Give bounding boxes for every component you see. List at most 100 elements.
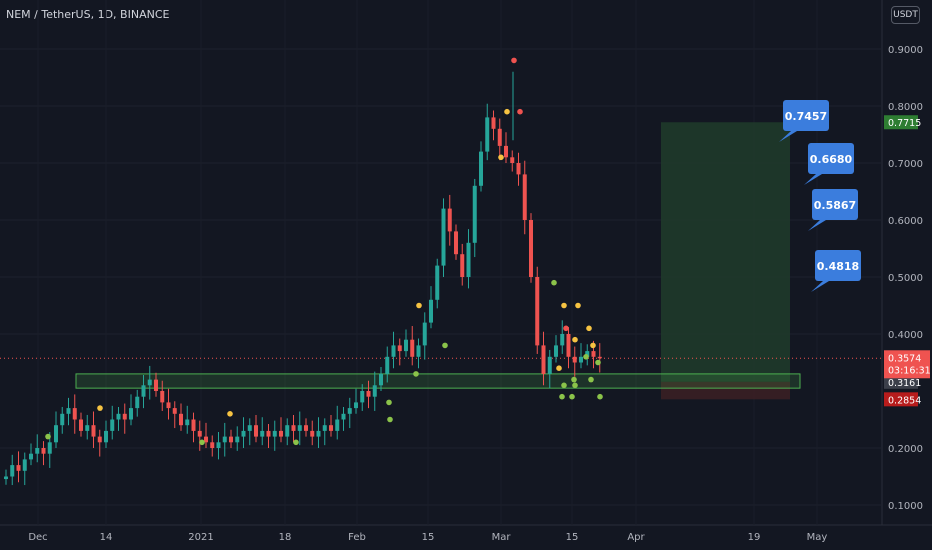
candle-body bbox=[429, 299, 433, 323]
candle-body bbox=[597, 356, 602, 359]
candle-body bbox=[72, 408, 77, 420]
indicator-dot bbox=[556, 365, 562, 372]
target-callout-pointer bbox=[808, 220, 826, 231]
candle-body bbox=[129, 408, 133, 420]
target-callout bbox=[783, 100, 829, 131]
candle-body bbox=[547, 356, 552, 374]
indicator-dot bbox=[590, 342, 596, 349]
last-price-badge bbox=[884, 350, 930, 379]
candle-body bbox=[491, 117, 496, 129]
target-callout-pointer bbox=[804, 174, 822, 185]
indicator-dot bbox=[97, 405, 103, 411]
candle-body bbox=[191, 419, 196, 431]
countdown-text: 03:16:31 bbox=[888, 365, 931, 376]
candle-body bbox=[104, 430, 108, 443]
candle-body bbox=[60, 413, 65, 426]
x-tick-label: May bbox=[807, 532, 828, 543]
candle-body bbox=[529, 220, 533, 277]
long-position-stop-zone bbox=[661, 381, 790, 400]
candle-body bbox=[460, 254, 465, 277]
indicator-dot bbox=[561, 302, 567, 309]
x-tick-label: 18 bbox=[279, 532, 292, 543]
candle-body bbox=[47, 442, 52, 454]
candle-body bbox=[160, 391, 165, 403]
candle-body bbox=[385, 356, 390, 374]
indicator-dot bbox=[595, 359, 601, 366]
candle-body bbox=[122, 413, 127, 420]
price-label-target bbox=[884, 115, 918, 130]
candle-body bbox=[541, 345, 546, 374]
candle-body bbox=[166, 402, 171, 409]
candle-body bbox=[291, 425, 296, 431]
candle-body bbox=[466, 242, 471, 277]
candle-body bbox=[560, 334, 565, 346]
target-label: 0.6680 bbox=[810, 153, 853, 166]
y-tick-label: 0.4000 bbox=[888, 330, 923, 341]
x-tick-label: Mar bbox=[492, 532, 512, 543]
currency-button[interactable]: USDT bbox=[891, 6, 920, 24]
x-tick-label: 2021 bbox=[188, 532, 213, 543]
price-label-text: 0.2854 bbox=[888, 395, 921, 406]
candle-body bbox=[454, 231, 458, 255]
y-tick-label: 0.8000 bbox=[888, 102, 923, 113]
x-tick-label: 15 bbox=[566, 532, 579, 543]
candle-body bbox=[497, 128, 502, 146]
y-tick-label: 0.6000 bbox=[888, 216, 923, 227]
indicator-dot bbox=[511, 57, 517, 64]
y-tick-label: 0.1000 bbox=[888, 501, 923, 512]
candle-body bbox=[472, 185, 477, 243]
y-tick-label: 0.2000 bbox=[888, 444, 923, 455]
x-tick-label: 14 bbox=[100, 532, 113, 543]
indicator-dot bbox=[442, 342, 448, 349]
candle-body bbox=[579, 356, 583, 363]
candle-body bbox=[179, 413, 183, 426]
candle-body bbox=[441, 208, 446, 266]
candle-body bbox=[204, 436, 208, 443]
candle-body bbox=[241, 430, 246, 437]
candle-body bbox=[572, 356, 577, 363]
candle-body bbox=[254, 425, 258, 437]
candle-body bbox=[279, 430, 283, 437]
candle-body bbox=[141, 385, 146, 397]
indicator-dot bbox=[504, 108, 510, 115]
last-price-text: 0.3574 bbox=[888, 353, 921, 364]
candle-body bbox=[347, 408, 352, 414]
target-callout bbox=[812, 189, 858, 220]
candle-body bbox=[91, 425, 96, 437]
candle-body bbox=[435, 265, 440, 300]
indicator-dot bbox=[572, 382, 578, 389]
indicator-dot bbox=[583, 354, 589, 360]
candle-body bbox=[4, 476, 8, 480]
indicator-dot bbox=[563, 325, 569, 332]
candle-body bbox=[116, 413, 121, 420]
indicator-dot bbox=[387, 416, 393, 423]
x-tick-label: Feb bbox=[348, 532, 366, 543]
x-tick-label: 15 bbox=[422, 532, 435, 543]
indicator-dot bbox=[559, 393, 565, 400]
indicator-dot bbox=[413, 371, 419, 377]
candle-body bbox=[360, 391, 365, 403]
candle-body bbox=[97, 436, 102, 443]
indicator-dot bbox=[551, 279, 557, 286]
price-label-entry bbox=[884, 374, 918, 389]
candle-body bbox=[504, 145, 508, 158]
candle-body bbox=[379, 373, 383, 386]
indicator-dot bbox=[588, 376, 594, 383]
candle-body bbox=[554, 345, 558, 357]
candle-body bbox=[210, 442, 215, 448]
candle-body bbox=[297, 425, 302, 431]
y-tick-label: 0.5000 bbox=[888, 273, 923, 284]
candle-body bbox=[66, 408, 71, 414]
candle-body bbox=[85, 425, 90, 431]
candle-body bbox=[447, 208, 452, 232]
target-callout bbox=[808, 143, 854, 174]
target-label: 0.5867 bbox=[814, 199, 856, 212]
candle-body bbox=[329, 425, 333, 431]
candle-body bbox=[535, 277, 540, 346]
candle-body bbox=[216, 442, 221, 448]
target-callout bbox=[815, 250, 861, 281]
target-callout-pointer bbox=[811, 281, 829, 292]
indicator-dot bbox=[199, 439, 205, 446]
